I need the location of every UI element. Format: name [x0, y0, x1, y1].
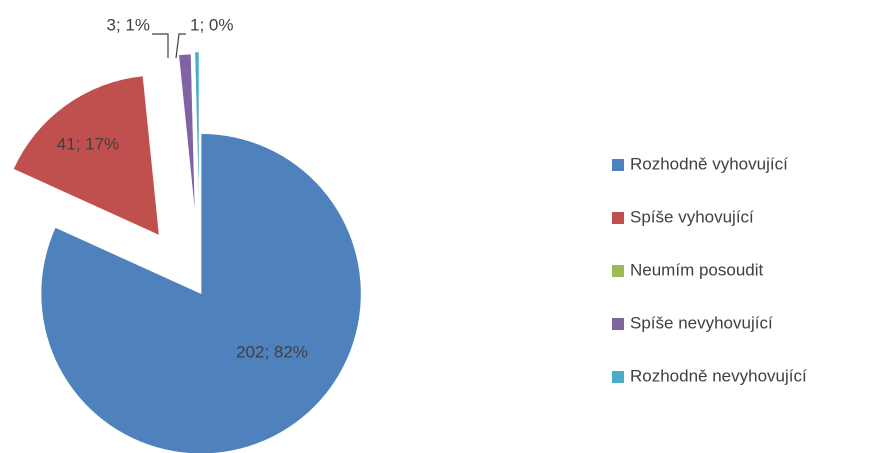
legend-swatch: [612, 371, 624, 383]
pie-slice: [175, 58, 193, 218]
legend-swatch: [612, 212, 624, 224]
data-label: 202; 82%: [236, 342, 308, 361]
data-label: 3; 1%: [107, 15, 150, 34]
data-label: 41; 17%: [57, 134, 119, 153]
data-label: 1; 0%: [190, 15, 233, 34]
legend-label: Spíše nevyhovující: [630, 313, 773, 332]
leader-line: [175, 33, 186, 59]
legend-swatch: [612, 265, 624, 277]
legend-label: Rozhodně vyhovující: [630, 154, 788, 173]
legend-label: Spíše vyhovující: [630, 207, 754, 226]
pie-slice: [178, 53, 196, 215]
pie-slice: [194, 51, 200, 213]
legend-swatch: [612, 159, 624, 171]
leader-line: [152, 33, 169, 58]
legend-label: Rozhodně nevyhovující: [630, 366, 807, 385]
legend-swatch: [612, 318, 624, 330]
pie-slice: [13, 75, 160, 236]
pie-slice: [40, 133, 362, 453]
legend-label: Neumím posoudit: [630, 260, 764, 279]
